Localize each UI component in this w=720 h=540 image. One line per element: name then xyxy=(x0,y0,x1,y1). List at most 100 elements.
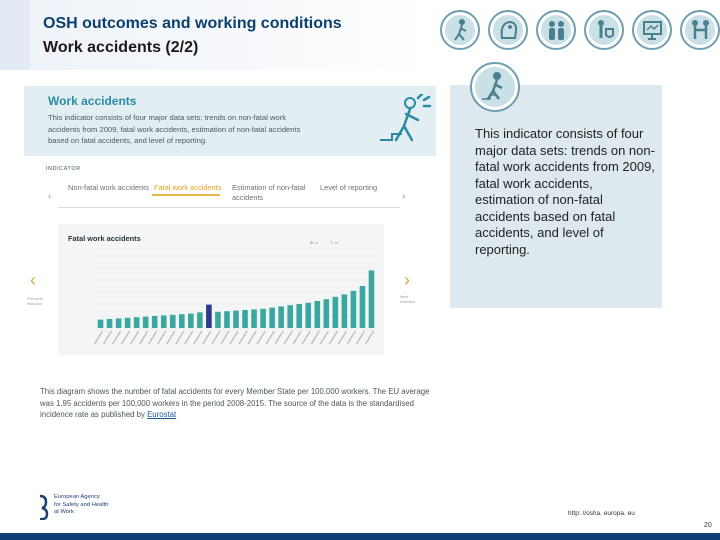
chart-category-label xyxy=(301,330,311,345)
head-health-icon xyxy=(488,10,528,50)
eu-osha-logo-mark xyxy=(39,494,49,520)
next-indicator-arrow[interactable]: › xyxy=(404,270,410,290)
chart-category-label xyxy=(319,330,329,345)
worker-safety-icon xyxy=(584,10,624,50)
chart-bar[interactable] xyxy=(314,301,321,328)
presentation-icon xyxy=(632,10,672,50)
screenshot-footer: This diagram shows the number of fatal a… xyxy=(40,386,435,421)
chart-category-label xyxy=(346,330,357,345)
chart-bar-eu-average[interactable] xyxy=(206,304,212,328)
chart-bar[interactable] xyxy=(97,319,104,328)
chart-bar[interactable] xyxy=(179,314,185,328)
chart-category-label xyxy=(328,330,338,345)
chart-bar[interactable] xyxy=(305,302,312,328)
previous-indicator-arrow[interactable]: ‹ xyxy=(30,270,36,290)
next-indicator-label: Next indicator xyxy=(400,294,416,304)
chart-bar[interactable] xyxy=(233,310,239,328)
section-title: Work accidents xyxy=(48,94,137,108)
slide-subtitle: Work accidents (2/2) xyxy=(43,39,199,56)
people-icon xyxy=(536,10,576,50)
chart-category-label xyxy=(247,330,257,345)
chart-category-label xyxy=(175,330,185,345)
chart-category-label xyxy=(111,330,122,345)
chart-card: Fatal work accidents ⊕ ▭ ⇩ ▭ xyxy=(58,224,384,355)
chart-category-label xyxy=(193,330,203,345)
chart-bar[interactable] xyxy=(341,294,348,328)
chart-bar[interactable] xyxy=(332,296,339,328)
section-text: This indicator consists of four major da… xyxy=(48,113,301,145)
chart-bar[interactable] xyxy=(323,299,330,328)
tabs-next-arrow[interactable]: › xyxy=(402,191,406,202)
chart-category-label xyxy=(148,330,158,345)
chart-bar[interactable] xyxy=(278,306,284,328)
indicator-screenshot: Work accidents This indicator consists o… xyxy=(22,84,442,419)
chart-category-label xyxy=(211,330,221,345)
zoom-control-icon[interactable]: ⊕ ▭ xyxy=(310,240,319,245)
chart-bar[interactable] xyxy=(133,317,140,328)
chart-bar[interactable] xyxy=(269,307,275,328)
page-number: 20 xyxy=(704,522,712,529)
chart-bar[interactable] xyxy=(106,319,113,328)
chart-bar[interactable] xyxy=(296,304,303,328)
eurostat-link[interactable]: Eurostat xyxy=(147,410,177,419)
chart-category-label xyxy=(220,330,230,345)
tabs-prev-arrow[interactable]: ‹ xyxy=(48,191,52,202)
screenshot-header: Work accidents This indicator consists o… xyxy=(24,86,436,156)
chart-category-label xyxy=(166,330,176,345)
previous-indicator-label: Previous indicator xyxy=(27,296,43,306)
walking-worker-icon xyxy=(380,94,432,142)
download-control-icon[interactable]: ⇩ ▭ xyxy=(330,240,339,245)
logo-line-3: at Work xyxy=(54,509,74,516)
chart-category-label xyxy=(157,330,167,345)
chart-bar[interactable] xyxy=(169,314,176,328)
chart-category-label xyxy=(93,330,104,345)
footer-text: This diagram shows the number of fatal a… xyxy=(40,387,430,419)
chart-bar[interactable] xyxy=(350,290,357,328)
description-box xyxy=(450,85,662,308)
chart-bar[interactable] xyxy=(160,315,167,328)
tabs-divider xyxy=(58,207,400,208)
chart-bar[interactable] xyxy=(115,318,122,328)
walking-worker-icon xyxy=(440,10,480,50)
website-url[interactable]: http: //osha. europa. eu xyxy=(568,510,635,517)
slide-title: OSH outcomes and working conditions xyxy=(43,15,342,32)
chart-category-label xyxy=(337,330,347,345)
chart-category-label xyxy=(139,330,149,345)
chart-bar[interactable] xyxy=(242,310,248,328)
tab-level-reporting[interactable]: Level of reporting xyxy=(320,183,378,192)
tab-estimation[interactable]: Estimation of non-fatal accidents xyxy=(232,183,306,202)
tab-fatal[interactable]: Fatal work accidents xyxy=(154,183,222,192)
chart-bar[interactable] xyxy=(124,317,131,328)
chart-bar[interactable] xyxy=(224,311,230,328)
chart-bar[interactable] xyxy=(368,270,375,328)
chart-svg xyxy=(93,255,376,345)
chart-bar[interactable] xyxy=(188,313,194,328)
chart-bar[interactable] xyxy=(251,309,257,328)
chart-category-label xyxy=(238,330,248,345)
chart-bar[interactable] xyxy=(359,286,366,328)
chart-bar[interactable] xyxy=(142,316,149,328)
chart-category-label xyxy=(256,330,266,345)
chart-category-label xyxy=(292,330,302,345)
chart-bar[interactable] xyxy=(151,316,158,328)
chart-category-label xyxy=(283,330,293,345)
chart-category-label xyxy=(102,330,113,345)
tab-non-fatal[interactable]: Non-fatal work accidents xyxy=(68,183,149,192)
chart-category-label xyxy=(121,330,131,345)
description-text: This indicator consists of four major da… xyxy=(475,126,655,257)
header-band xyxy=(0,0,430,70)
chart-bar[interactable] xyxy=(215,311,221,328)
eu-osha-logo: European Agency for Safety and Health at… xyxy=(36,494,136,522)
chart-bar[interactable] xyxy=(197,312,203,328)
logo-line-1: European Agency xyxy=(54,494,100,500)
chart-category-label xyxy=(202,330,212,345)
chart-bar[interactable] xyxy=(260,308,266,328)
walking-worker-icon xyxy=(470,62,520,112)
chart-category-label xyxy=(184,330,194,345)
chart-category-label xyxy=(355,330,366,345)
chart-bar[interactable] xyxy=(287,305,293,328)
header-accent xyxy=(0,0,30,70)
logo-line-2: for Safety and Health xyxy=(54,501,109,508)
indicator-label: INDICATOR xyxy=(46,166,81,172)
chart-category-label xyxy=(364,330,375,345)
